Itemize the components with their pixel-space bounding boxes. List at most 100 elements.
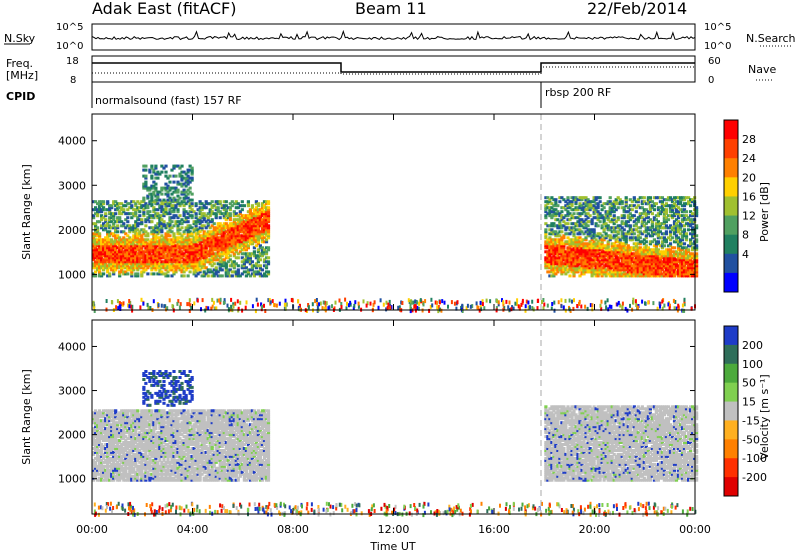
noise-cell <box>189 298 191 302</box>
colorbar-segment <box>724 177 738 197</box>
noise-cell <box>314 299 316 303</box>
echo-cell <box>168 175 171 178</box>
noise-cell <box>569 299 571 303</box>
echo-cell <box>568 274 571 277</box>
echo-cell <box>267 270 270 273</box>
echo-cell <box>691 212 694 215</box>
echo-cell <box>180 226 183 229</box>
colorbar-tick-label: 12 <box>742 210 756 223</box>
noise-cell <box>502 300 504 304</box>
noise-cell <box>516 298 518 302</box>
noise-cell <box>111 300 113 304</box>
echo-cell <box>118 216 121 219</box>
nave-label: Nave <box>748 63 776 76</box>
noise-cell <box>505 300 507 304</box>
noise-cell <box>326 301 328 305</box>
echo-cell <box>657 240 660 243</box>
ytick-label: 2000 <box>58 224 86 237</box>
colorbar-tick-label: 8 <box>742 229 749 242</box>
noise-cell <box>202 298 204 302</box>
echo-cell <box>599 200 602 203</box>
echo-cell <box>687 228 690 231</box>
noise-cell <box>522 299 524 303</box>
station-title: Adak East (fitACF) <box>92 0 236 18</box>
noise-cell <box>476 301 478 305</box>
noise-cell <box>380 298 382 302</box>
echo-cell <box>635 210 638 213</box>
noise-cell <box>652 301 654 305</box>
noise-cell <box>370 302 372 306</box>
noise-cell <box>622 302 624 306</box>
noise-cell <box>363 299 365 303</box>
noise-cell <box>457 300 459 304</box>
noise-cell <box>200 307 202 311</box>
noise-cell <box>479 309 481 313</box>
noise-cell <box>161 304 163 308</box>
echo-cell <box>122 222 125 225</box>
echo-cell <box>655 202 658 205</box>
echo-cell <box>146 232 149 235</box>
echo-cell <box>189 270 192 273</box>
echo-cell <box>98 232 101 235</box>
noise-cell <box>197 299 199 303</box>
noise-cell <box>123 301 125 305</box>
echo-cell <box>241 200 244 203</box>
echo-cell <box>639 236 642 239</box>
noise-cell <box>263 304 265 308</box>
ytick-label: 3000 <box>58 179 86 192</box>
echo-cell <box>213 222 216 225</box>
echo-cell <box>191 193 194 196</box>
echo-cell <box>587 224 590 227</box>
noise-cell <box>246 300 248 304</box>
noise-cell <box>256 298 258 302</box>
echo-cell <box>237 256 240 259</box>
echo-cell <box>560 230 563 233</box>
nsky-tick-high-right: 10^5 <box>704 22 731 33</box>
echo-cell <box>144 165 147 168</box>
echo-cell <box>671 236 674 239</box>
power-echoes <box>92 165 698 314</box>
noise-cell <box>641 300 643 304</box>
echo-cell <box>144 224 147 227</box>
echo-cell <box>621 200 624 203</box>
noise-cell <box>230 305 232 309</box>
echo-cell <box>685 210 688 213</box>
nsky-panel: N.Sky 10^5 10^0 10^5 10^0 N.Search <box>4 22 796 52</box>
echo-cell <box>617 216 620 219</box>
echo-cell <box>189 187 192 190</box>
echo-cell <box>267 200 270 203</box>
echo-cell <box>665 230 668 233</box>
echo-cell <box>267 260 270 263</box>
noise-cell <box>233 305 235 309</box>
echo-cell <box>215 266 218 269</box>
echo-cell <box>221 274 224 277</box>
noise-cell <box>604 301 606 305</box>
echo-cell <box>673 246 676 249</box>
echo-cell <box>217 206 220 209</box>
echo-cell <box>114 212 117 215</box>
nsearch-label: N.Search <box>746 32 796 45</box>
noise-cell <box>496 299 498 303</box>
echo-cell <box>623 228 626 231</box>
echo-cell <box>221 268 224 271</box>
echo-cell <box>556 204 559 207</box>
noise-cell <box>414 304 416 308</box>
freq-panel: Freq. [MHz] 18 8 60 0 Nave <box>6 56 776 86</box>
noise-cell <box>605 305 607 309</box>
echo-cell <box>231 274 234 277</box>
noise-cell <box>431 303 433 307</box>
noise-cell <box>353 304 355 308</box>
nsky-frame <box>92 24 695 50</box>
noise-cell <box>346 302 348 306</box>
noise-cell <box>386 301 388 305</box>
noise-cell <box>661 300 663 304</box>
colorbar-segment <box>724 254 738 274</box>
echo-cell <box>251 204 254 207</box>
echo-cell <box>178 214 181 217</box>
echo-cell <box>649 196 652 199</box>
noise-cell <box>312 302 314 306</box>
noise-cell <box>436 301 438 305</box>
